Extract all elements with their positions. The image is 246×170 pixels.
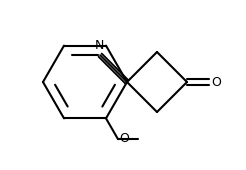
Text: O: O xyxy=(119,132,129,145)
Text: N: N xyxy=(94,39,104,52)
Text: O: O xyxy=(211,75,221,89)
